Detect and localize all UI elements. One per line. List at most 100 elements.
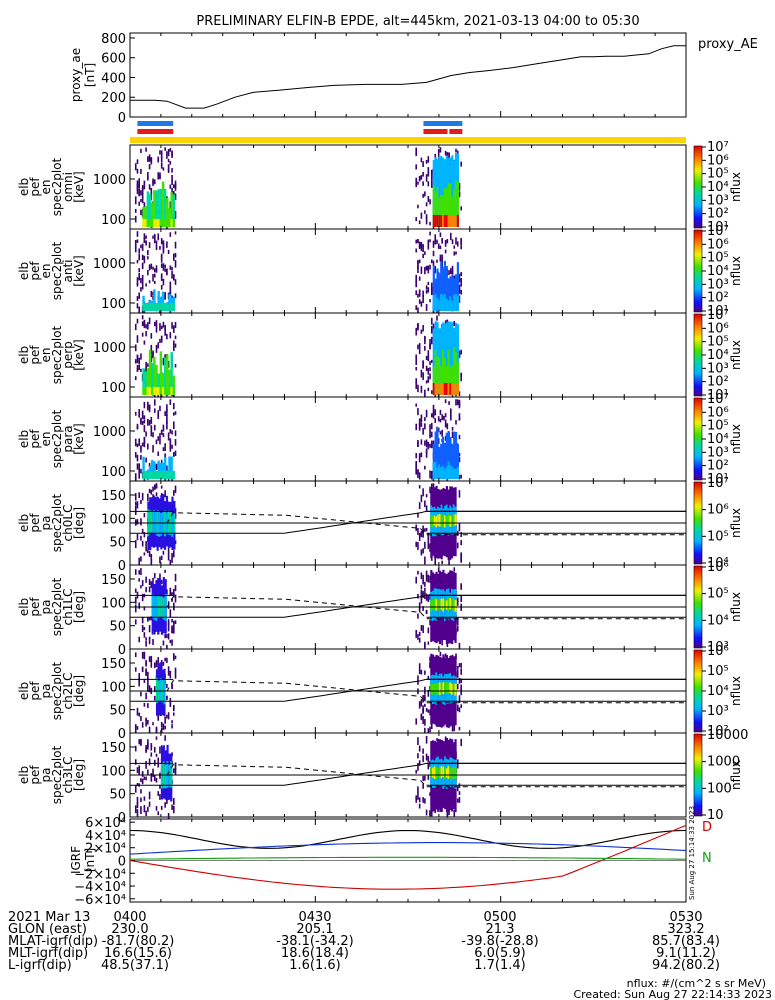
speckle: [415, 327, 418, 336]
speckle: [458, 434, 461, 440]
flux-cell: [159, 678, 162, 702]
speckle: [162, 433, 165, 438]
speckle: [134, 473, 137, 481]
speckle: [418, 803, 421, 809]
speckle: [169, 332, 172, 339]
speckle: [427, 281, 430, 286]
speckle: [134, 196, 137, 205]
speckle: [150, 752, 153, 757]
speckle: [138, 492, 141, 498]
speckle: [152, 274, 154, 282]
speckle: [153, 573, 156, 579]
panel-ylabel: pa: [39, 768, 53, 783]
flux-cell: [454, 383, 458, 395]
speckle: [147, 406, 149, 411]
speckle: [425, 355, 428, 361]
speckle: [418, 289, 421, 297]
speckle: [155, 244, 158, 251]
flux-cell: [453, 347, 456, 395]
speckle: [140, 190, 142, 196]
speckle: [417, 680, 419, 685]
speckle: [448, 152, 450, 156]
speckle: [429, 199, 431, 205]
speckle: [418, 259, 421, 264]
speckle: [422, 529, 424, 538]
speckle: [145, 810, 147, 817]
flux-cell: [453, 278, 456, 311]
speckle: [145, 541, 147, 549]
flux-cell: [161, 471, 165, 479]
speckle: [424, 581, 426, 587]
speckle: [456, 241, 459, 247]
speckle: [436, 307, 438, 315]
speckle: [147, 671, 149, 680]
proxy-ae-legend: proxy_AE: [698, 37, 758, 52]
panel-ylabel: elb: [17, 514, 31, 532]
speckle: [172, 402, 175, 410]
ytick-label: 1000: [93, 425, 126, 440]
speckle: [417, 593, 419, 599]
flux-cell: [151, 387, 154, 395]
speckle: [160, 745, 163, 749]
speckle: [138, 570, 141, 575]
speckle: [422, 325, 424, 332]
speckle: [155, 753, 158, 757]
speckle: [434, 234, 437, 243]
speckle: [427, 167, 430, 175]
flux-cell: [437, 599, 440, 611]
colorbar-tick-label: 10¹: [707, 472, 729, 487]
speckle: [164, 443, 166, 452]
speckle: [150, 559, 153, 566]
speckle: [136, 159, 139, 164]
panel-ylabel: elb: [17, 430, 31, 448]
footer-label-date: 2021 Mar 13: [8, 910, 90, 925]
speckle: [141, 492, 144, 501]
speckle: [169, 639, 172, 644]
speckle: [169, 438, 172, 443]
speckle: [145, 760, 147, 769]
speckle: [172, 184, 175, 189]
speckle: [140, 797, 142, 803]
speckle: [138, 465, 141, 474]
flux-cell: [161, 181, 165, 227]
speckle: [441, 429, 443, 437]
speckle: [147, 739, 149, 748]
speckle: [437, 243, 440, 249]
mlt-0500: 6.0(5.9): [474, 946, 526, 961]
flux-cell: [453, 215, 456, 227]
speckle: [460, 556, 462, 563]
speckle: [427, 774, 430, 780]
speckle: [456, 599, 459, 606]
speckle: [143, 532, 146, 538]
speckle: [138, 472, 141, 479]
flux-cell: [456, 262, 460, 311]
speckle: [150, 333, 153, 339]
speckle: [171, 179, 173, 186]
speckle: [157, 714, 160, 721]
speckle: [138, 578, 141, 582]
speckle: [418, 175, 421, 182]
speckle: [164, 264, 166, 269]
speckle: [420, 385, 423, 393]
speckle: [164, 293, 166, 300]
speckle: [169, 399, 172, 405]
speckle: [174, 411, 177, 415]
speckle: [415, 629, 418, 638]
speckle: [171, 168, 173, 173]
ytick-label: 150: [101, 741, 126, 756]
speckle: [160, 156, 163, 163]
colorbar-tick-label: 10²: [707, 291, 729, 306]
speckle: [157, 159, 160, 163]
speckle: [420, 212, 423, 216]
speckle: [141, 778, 144, 785]
flux-cell: [444, 767, 447, 780]
speckle: [415, 453, 418, 459]
speckle: [148, 636, 151, 645]
speckle: [420, 531, 423, 538]
flux-cell: [435, 767, 438, 780]
speckle: [159, 785, 161, 789]
speckle: [164, 354, 166, 361]
colorbar-tick-label: 10⁵: [707, 587, 729, 602]
speckle: [136, 463, 139, 470]
speckle: [169, 609, 172, 618]
